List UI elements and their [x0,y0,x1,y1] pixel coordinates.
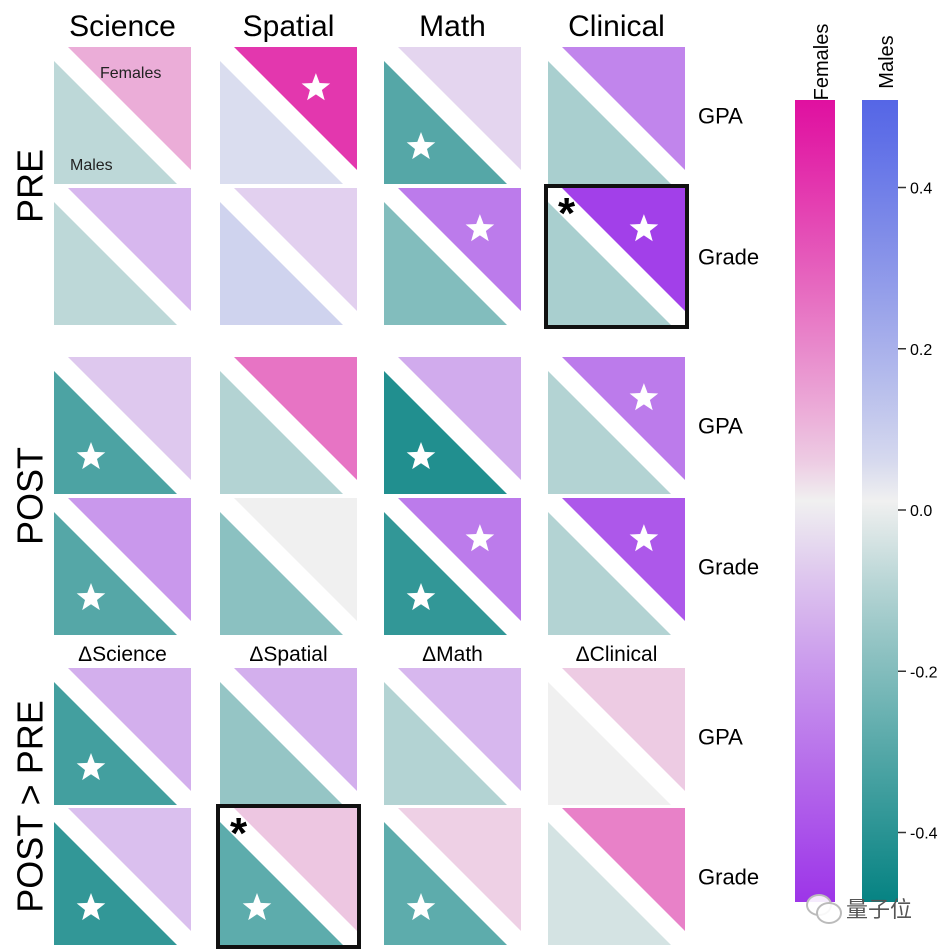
watermark-text: 量子位 [846,897,913,922]
row-label-gpa: GPA [698,414,743,439]
males-significance-star-icon [406,583,436,611]
delta-column-title: ΔSpatial [249,643,327,666]
section-label-post: POST [10,447,51,545]
females-triangle [68,498,191,621]
females-colorbar [795,100,835,902]
females-triangle [234,357,357,480]
males-triangle [384,202,507,325]
row-label-grade: Grade [698,245,759,270]
sex-difference-asterisk: * [558,189,576,238]
sex-difference-asterisk: * [230,809,248,858]
males-triangle [548,822,671,945]
wechat-icon [806,894,842,924]
column-title-clinical: Clinical [568,10,665,43]
colorbar-tick-label: 0.4 [910,181,932,198]
females-triangle [68,357,191,480]
females-triangle [562,498,685,621]
males-significance-star-icon [406,893,436,921]
females-triangle [398,188,521,311]
females-triangle [398,808,521,931]
females-triangle [398,668,521,791]
females-significance-star-icon [629,214,659,242]
males-significance-star-icon [406,442,436,470]
males-triangle [384,682,507,805]
females-triangle [68,808,191,931]
males-triangle [548,682,671,805]
colorbar-tick-label: 0.2 [910,342,932,359]
males-triangle [220,202,343,325]
females-triangle [68,188,191,311]
females-triangle [68,668,191,791]
males-triangle [548,512,671,635]
delta-column-title: ΔClinical [576,643,658,666]
males-triangle [220,512,343,635]
females-triangle [234,498,357,621]
females-triangle [562,668,685,791]
females-triangle [398,357,521,480]
males-triangle [220,61,343,184]
females-triangle [562,357,685,480]
row-label-grade: Grade [698,555,759,580]
females-triangle [234,188,357,311]
females-triangle [562,47,685,170]
males-significance-star-icon [76,583,106,611]
watermark: 量子位 [806,892,912,924]
colorbar-tick-label: -0.2 [910,664,938,681]
females-triangle [562,188,685,311]
females-significance-star-icon [629,524,659,552]
females-triangle [68,47,191,170]
colorbar-tick-label: 0.0 [910,503,932,520]
females-triangle [562,808,685,931]
females-significance-star-icon [301,73,331,101]
males-colorbar [862,100,898,902]
males-colorbar-title: Males [876,35,898,88]
row-label-gpa: GPA [698,104,743,129]
column-title-spatial: Spatial [243,10,335,43]
males-significance-star-icon [76,442,106,470]
delta-column-title: ΔMath [422,643,483,666]
highlight-box [544,184,689,329]
row-label-grade: Grade [698,865,759,890]
section-label-post-gt-pre: POST > PRE [10,700,51,912]
legend-label-males: Males [70,157,113,174]
females-significance-star-icon [465,214,495,242]
females-triangle [234,668,357,791]
column-title-science: Science [69,10,176,43]
females-significance-star-icon [629,383,659,411]
females-colorbar-title: Females [811,24,833,101]
column-title-math: Math [419,10,486,43]
males-significance-star-icon [242,893,272,921]
colorbar-tick-label: -0.4 [910,826,938,843]
males-significance-star-icon [406,132,436,160]
males-triangle [548,371,671,494]
females-triangle [398,47,521,170]
females-triangle [398,498,521,621]
delta-column-title: ΔScience [78,643,167,666]
males-triangle [54,61,177,184]
females-significance-star-icon [465,524,495,552]
row-label-gpa: GPA [698,725,743,750]
males-triangle [548,61,671,184]
males-triangle [548,202,671,325]
highlight-box [216,804,361,949]
males-significance-star-icon [76,893,106,921]
females-triangle [234,47,357,170]
legend-label-females: Females [100,65,161,82]
females-triangle [234,808,357,931]
section-label-pre: PRE [10,149,51,223]
males-triangle [220,682,343,805]
males-significance-star-icon [76,753,106,781]
males-triangle [220,371,343,494]
males-triangle [54,202,177,325]
